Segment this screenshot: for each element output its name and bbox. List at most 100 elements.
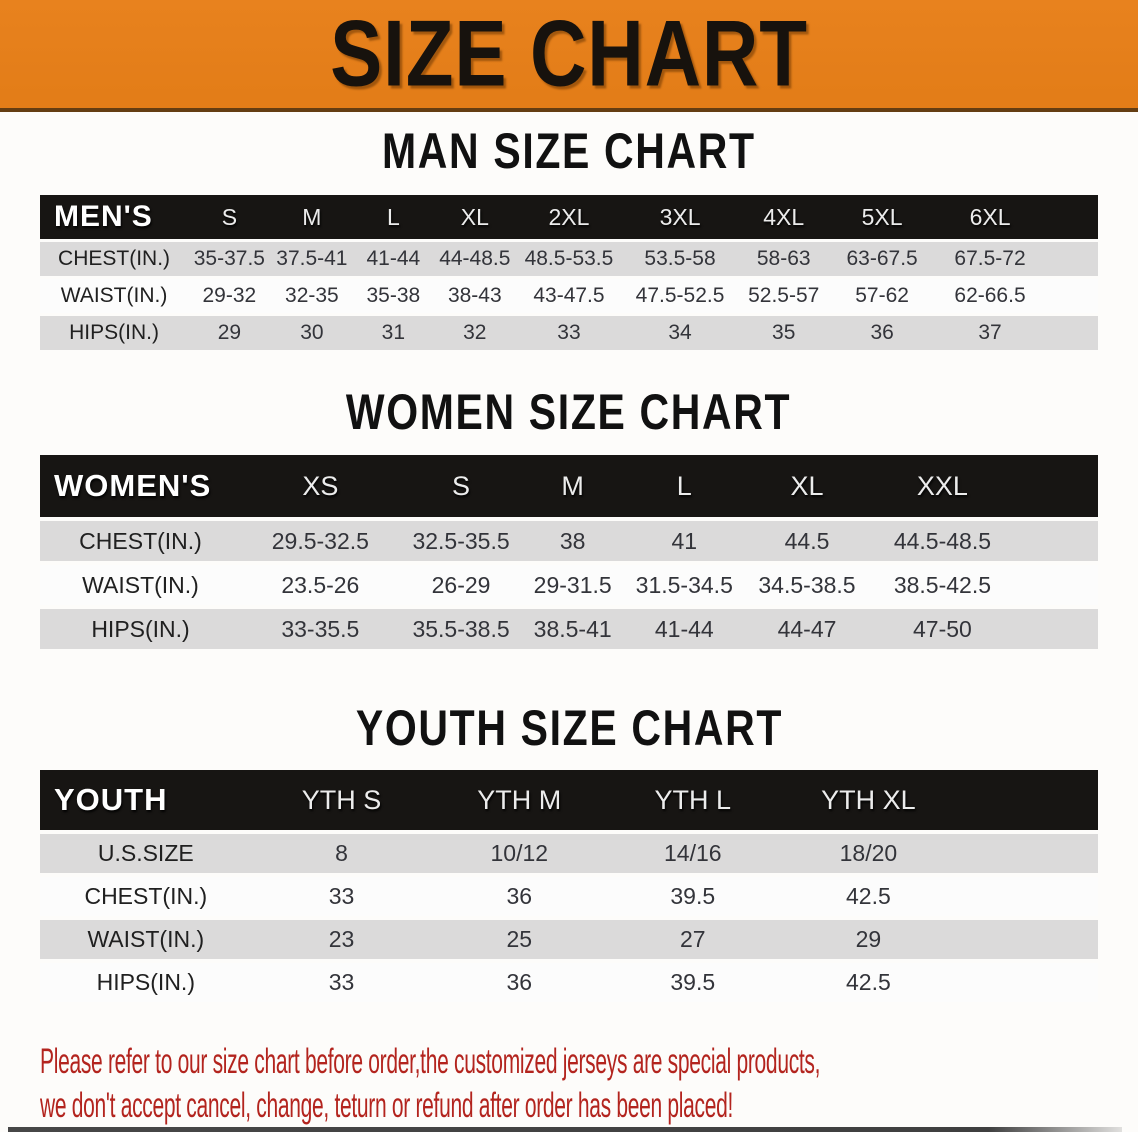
measurement-cell: 32.5-35.5 — [399, 521, 523, 561]
size-column-header: YTH L — [607, 770, 779, 830]
measurement-cell: 27 — [607, 920, 779, 959]
youth-size-table: YOUTH YTH S YTH M YTH L YTH XL U.S.SIZE 8 10/12… — [40, 766, 1098, 1006]
row-filler-cell — [1045, 242, 1098, 276]
size-column-header: 6XL — [935, 195, 1046, 239]
size-table: WOMEN'S XS S M L XL XXL CHEST(IN.) 29.5-32.5 32.5… — [40, 451, 1098, 653]
measurement-cell: 33 — [251, 877, 432, 916]
measurement-cell: 38.5-42.5 — [868, 565, 1017, 605]
measurement-row: U.S.SIZE 8 10/12 14/16 18/20 — [40, 834, 1098, 873]
header-filler-cell — [1016, 455, 1098, 517]
measurement-cell: 35-37.5 — [188, 242, 271, 276]
youth-section-title-text: YOUTH SIZE CHART — [355, 700, 783, 756]
table-corner-label: YOUTH — [40, 770, 252, 830]
row-filler-cell — [1045, 279, 1098, 313]
size-column-header: 5XL — [829, 195, 936, 239]
measurement-cell: 23.5-26 — [241, 565, 400, 605]
measurement-cell: 36 — [431, 963, 608, 1002]
size-header-row: MEN'S S M L XL 2XL 3XL 4XL 5XL 6XL — [40, 195, 1098, 239]
size-column-header: S — [399, 455, 523, 517]
measurement-cell: 18/20 — [778, 834, 959, 873]
measurement-cell: 29 — [188, 316, 271, 350]
size-column-header: 2XL — [516, 195, 622, 239]
youth-size-section: YOUTH SIZE CHART YOUTH YTH S YTH M YTH L YTH… — [0, 703, 1138, 1006]
measurement-cell: 53.5-58 — [621, 242, 739, 276]
men-section-title-text: MAN SIZE CHART — [382, 123, 756, 179]
measurement-cell: 32 — [433, 316, 517, 350]
size-column-header: M — [522, 455, 623, 517]
size-header-row: WOMEN'S XS S M L XL XXL — [40, 455, 1098, 517]
measurement-cell: 41 — [622, 521, 746, 561]
measurement-row: WAIST(IN.) 23.5-26 26-29 29-31.5 31.5-34.5 34… — [40, 565, 1098, 605]
measurement-row-label: WAIST(IN.) — [40, 279, 189, 313]
size-chart-banner: SIZE CHART — [0, 0, 1138, 112]
measurement-cell: 23 — [251, 920, 432, 959]
size-table: YOUTH YTH S YTH M YTH L YTH XL U.S.SIZE 8 10/12… — [40, 766, 1098, 1006]
size-column-header: YTH M — [431, 770, 608, 830]
size-column-header: M — [270, 195, 354, 239]
measurement-row-label: WAIST(IN.) — [40, 920, 252, 959]
measurement-row-label: HIPS(IN.) — [40, 609, 242, 649]
measurement-cell: 35.5-38.5 — [399, 609, 523, 649]
measurement-cell: 37 — [935, 316, 1046, 350]
measurement-row: HIPS(IN.) 29 30 31 32 33 34 35 36 37 — [40, 316, 1098, 350]
size-column-header: 4XL — [738, 195, 830, 239]
measurement-row-label: U.S.SIZE — [40, 834, 252, 873]
measurement-cell: 67.5-72 — [935, 242, 1046, 276]
men-size-section: MAN SIZE CHART MEN'S S M L XL 2XL 3XL 4XL 5XL 6XL… — [0, 126, 1138, 353]
measurement-cell: 58-63 — [738, 242, 830, 276]
measurement-cell: 41-44 — [622, 609, 746, 649]
measurement-row-label: HIPS(IN.) — [40, 963, 252, 1002]
measurement-cell: 26-29 — [399, 565, 523, 605]
measurement-cell: 36 — [829, 316, 936, 350]
row-filler-cell — [958, 920, 1098, 959]
row-filler-cell — [1016, 565, 1098, 605]
size-header-row: YOUTH YTH S YTH M YTH L YTH XL — [40, 770, 1098, 830]
women-size-table: WOMEN'S XS S M L XL XXL CHEST(IN.) 29.5-32.5 32.5… — [40, 451, 1098, 653]
youth-section-title: YOUTH SIZE CHART — [0, 703, 1138, 753]
size-column-header: XL — [433, 195, 517, 239]
size-column-header: XS — [241, 455, 400, 517]
size-column-header: YTH S — [251, 770, 432, 830]
measurement-cell: 38.5-41 — [522, 609, 623, 649]
banner-title: SIZE CHART — [330, 1, 808, 107]
measurement-cell: 38-43 — [433, 279, 517, 313]
measurement-cell: 52.5-57 — [738, 279, 830, 313]
row-filler-cell — [958, 877, 1098, 916]
measurement-cell: 44.5-48.5 — [868, 521, 1017, 561]
size-column-header: YTH XL — [778, 770, 959, 830]
measurement-row: HIPS(IN.) 33 36 39.5 42.5 — [40, 963, 1098, 1002]
measurement-cell: 25 — [431, 920, 608, 959]
measurement-cell: 35 — [738, 316, 830, 350]
measurement-cell: 29-32 — [188, 279, 271, 313]
measurement-cell: 8 — [251, 834, 432, 873]
table-corner-label: WOMEN'S — [40, 455, 242, 517]
women-size-section: WOMEN SIZE CHART WOMEN'S XS S M L XL XXL CHEST(… — [0, 387, 1138, 653]
measurement-cell: 31 — [353, 316, 434, 350]
bottom-divider-line — [8, 1127, 1122, 1132]
measurement-row-label: WAIST(IN.) — [40, 565, 242, 605]
measurement-row: CHEST(IN.) 29.5-32.5 32.5-35.5 38 41 44.5 44.5… — [40, 521, 1098, 561]
size-column-header: 3XL — [621, 195, 739, 239]
table-corner-label: MEN'S — [40, 195, 189, 239]
row-filler-cell — [958, 963, 1098, 1002]
measurement-cell: 63-67.5 — [829, 242, 936, 276]
men-size-table: MEN'S S M L XL 2XL 3XL 4XL 5XL 6XL CHEST(IN.) 35-37… — [40, 192, 1098, 353]
measurement-cell: 36 — [431, 877, 608, 916]
measurement-cell: 33 — [516, 316, 622, 350]
disclaimer-line-2: we don't accept cancel, change, teturn o… — [40, 1086, 734, 1125]
measurement-cell: 47-50 — [868, 609, 1017, 649]
women-section-title: WOMEN SIZE CHART — [0, 387, 1138, 437]
measurement-cell: 29 — [778, 920, 959, 959]
measurement-cell: 47.5-52.5 — [621, 279, 739, 313]
measurement-cell: 30 — [270, 316, 354, 350]
disclaimer-line-1: Please refer to our size chart before or… — [40, 1042, 821, 1081]
measurement-row: WAIST(IN.) 23 25 27 29 — [40, 920, 1098, 959]
measurement-row: CHEST(IN.) 33 36 39.5 42.5 — [40, 877, 1098, 916]
measurement-cell: 44.5 — [745, 521, 869, 561]
row-filler-cell — [958, 834, 1098, 873]
measurement-row: HIPS(IN.) 33-35.5 35.5-38.5 38.5-41 41-44 44-… — [40, 609, 1098, 649]
size-table: MEN'S S M L XL 2XL 3XL 4XL 5XL 6XL CHEST(IN.) 35-37… — [40, 192, 1098, 353]
measurement-cell: 33 — [251, 963, 432, 1002]
measurement-cell: 48.5-53.5 — [516, 242, 622, 276]
